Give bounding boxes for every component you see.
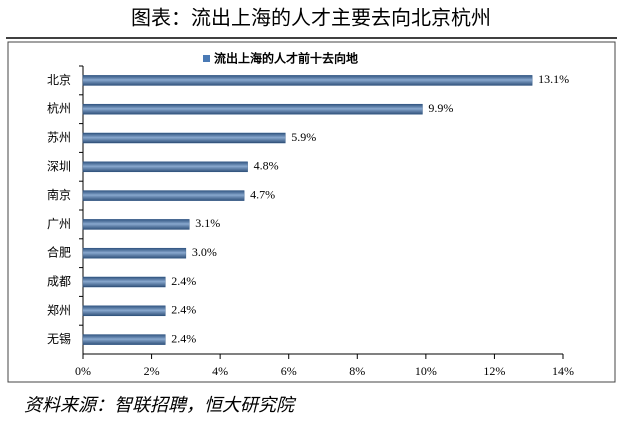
x-tick-label: 0% (75, 364, 91, 378)
bar-shine (83, 248, 186, 259)
value-label: 9.9% (428, 101, 453, 115)
x-tick-label: 6% (281, 364, 297, 378)
bar-shine (83, 219, 190, 230)
value-label: 2.4% (171, 274, 196, 288)
x-tick-label: 10% (415, 364, 437, 378)
x-tick-label: 2% (144, 364, 160, 378)
x-tick-label: 14% (552, 364, 574, 378)
value-label: 3.1% (195, 216, 220, 230)
value-label: 4.8% (254, 159, 279, 173)
bar-shine (83, 75, 533, 86)
y-tick-label: 苏州 (47, 131, 71, 145)
legend-swatch (203, 55, 210, 62)
bar-shine (83, 305, 166, 316)
bar-shine (83, 133, 286, 143)
source-note: 资料来源：智联招聘，恒大研究院 (24, 395, 297, 416)
bar-shine (83, 190, 245, 201)
value-label: 4.7% (250, 187, 275, 201)
value-label: 3.0% (192, 245, 217, 259)
value-label: 2.4% (171, 303, 196, 317)
y-tick-label: 深圳 (47, 159, 71, 173)
bar-shine (83, 277, 166, 287)
bar-shine (83, 161, 248, 172)
y-tick-label: 成都 (47, 275, 71, 289)
legend-label: 流出上海的人才前十去向地 (214, 51, 358, 66)
y-tick-label: 郑州 (47, 302, 71, 317)
y-tick-label: 合肥 (47, 245, 71, 260)
value-label: 5.9% (291, 130, 316, 144)
chart-title: 图表：流出上海的人才主要去向北京杭州 (131, 6, 491, 30)
bar-shine (83, 104, 423, 115)
y-tick-label: 杭州 (47, 101, 71, 116)
y-tick-label: 无锡 (47, 331, 71, 346)
y-tick-label: 南京 (47, 187, 71, 202)
chart-frame (7, 41, 616, 383)
y-tick-label: 广州 (47, 217, 71, 231)
x-tick-label: 12% (483, 364, 505, 378)
x-tick-label: 8% (349, 364, 365, 378)
x-tick-label: 4% (212, 364, 228, 378)
value-label: 2.4% (171, 331, 196, 345)
value-label: 13.1% (538, 72, 569, 86)
bar-shine (83, 334, 166, 345)
y-tick-label: 北京 (47, 73, 71, 87)
